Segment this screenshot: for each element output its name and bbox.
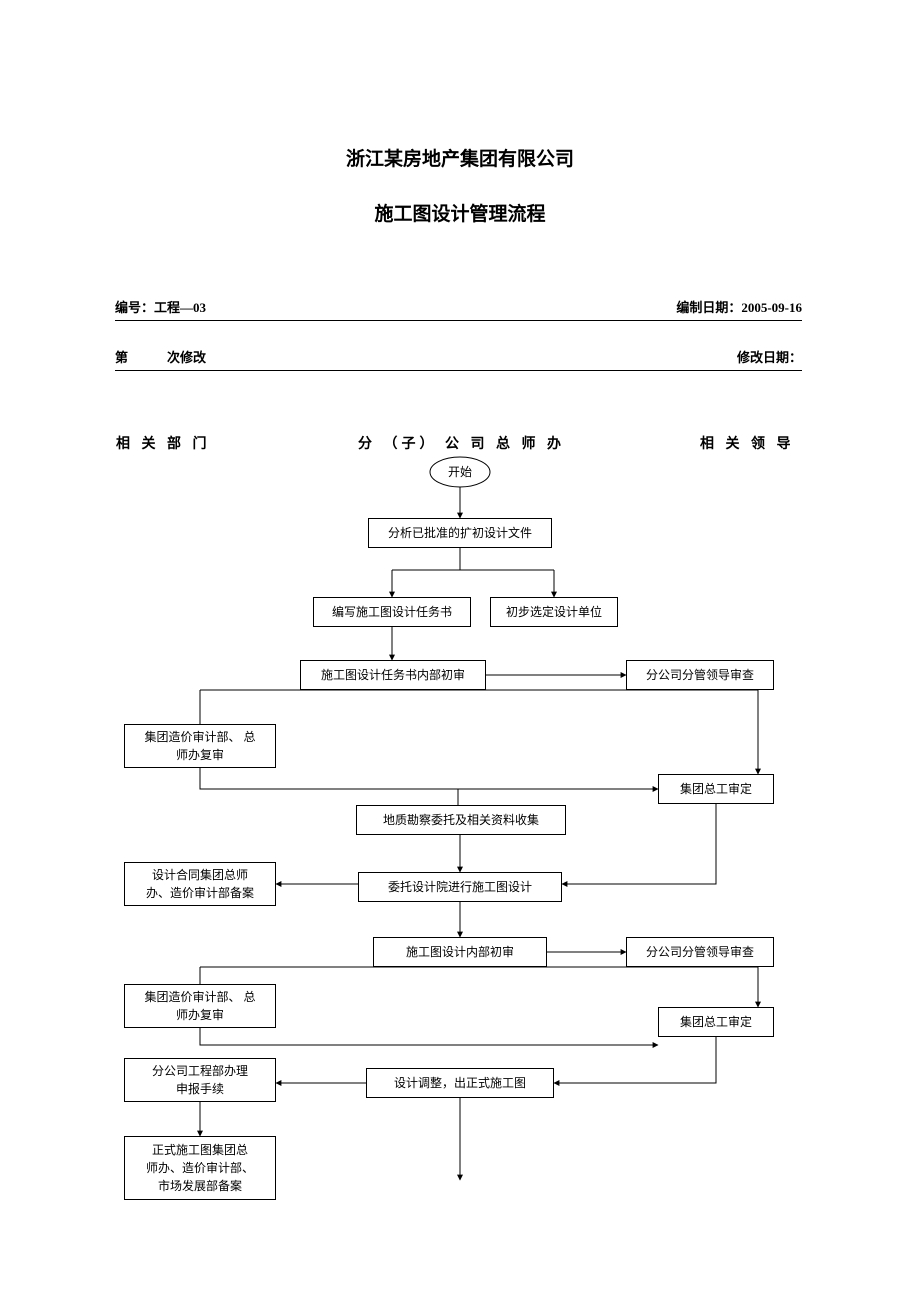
flow-node-n5: 委托设计院进行施工图设计 [358, 872, 562, 902]
flowchart-svg: 开始 [0, 0, 920, 1303]
flow-node-r1: 分公司分管领导审查 [626, 660, 774, 690]
flow-node-l3: 集团造价审计部、 总 师办复审 [124, 984, 276, 1028]
flow-node-n2a: 编写施工图设计任务书 [313, 597, 471, 627]
flow-node-n4: 地质勘察委托及相关资料收集 [356, 805, 566, 835]
svg-text:开始: 开始 [448, 465, 472, 479]
flow-node-r2: 集团总工审定 [658, 774, 774, 804]
flow-node-n3: 施工图设计任务书内部初审 [300, 660, 486, 690]
flow-node-r3: 分公司分管领导审查 [626, 937, 774, 967]
page: 浙江某房地产集团有限公司 施工图设计管理流程 编号：工程—03 编制日期：200… [0, 0, 920, 1303]
flow-node-n6: 施工图设计内部初审 [373, 937, 547, 967]
flow-node-l2: 设计合同集团总师 办、造价审计部备案 [124, 862, 276, 906]
flow-node-n2b: 初步选定设计单位 [490, 597, 618, 627]
flow-node-n7: 设计调整，出正式施工图 [366, 1068, 554, 1098]
flow-node-l1: 集团造价审计部、 总 师办复审 [124, 724, 276, 768]
flow-node-l4: 分公司工程部办理 申报手续 [124, 1058, 276, 1102]
flow-node-r4: 集团总工审定 [658, 1007, 774, 1037]
flow-node-l5: 正式施工图集团总 师办、造价审计部、 市场发展部备案 [124, 1136, 276, 1200]
flow-node-n1: 分析已批准的扩初设计文件 [368, 518, 552, 548]
